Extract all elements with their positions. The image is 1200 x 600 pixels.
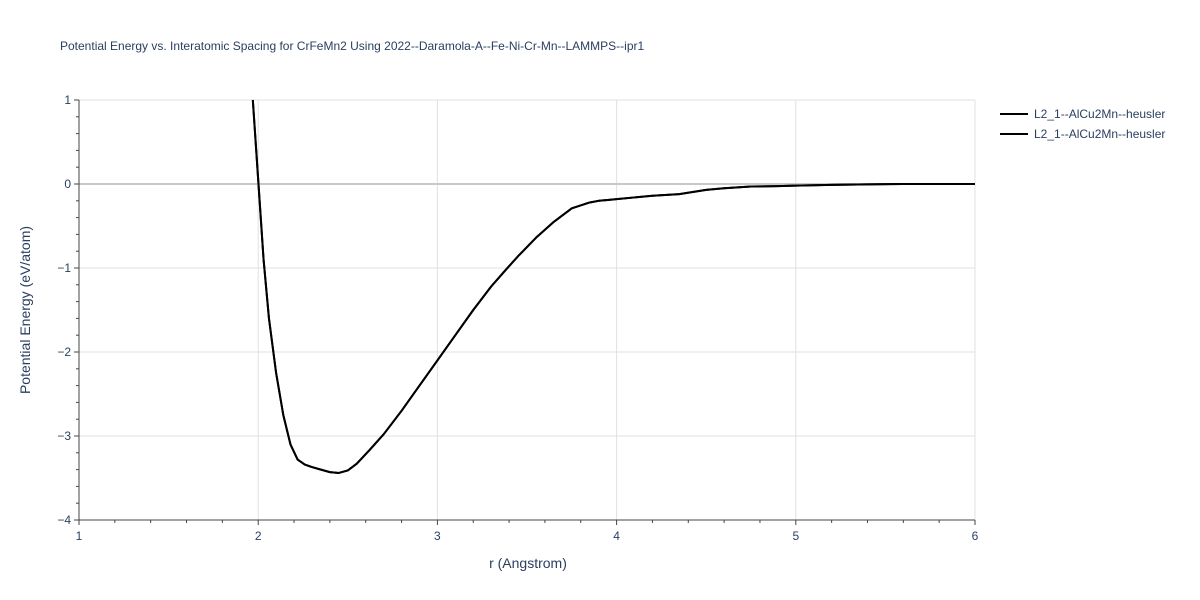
x-tick-label: 5	[792, 529, 799, 543]
chart-title: Potential Energy vs. Interatomic Spacing…	[60, 39, 644, 53]
legend-item[interactable]: L2_1--AlCu2Mn--heusler	[1000, 107, 1165, 121]
x-axis-ticks: 1 2 3 4 5 6	[76, 520, 979, 543]
x-tick-label: 6	[972, 529, 979, 543]
series-lines	[251, 99, 975, 474]
series-line-1	[251, 99, 975, 474]
legend-label: L2_1--AlCu2Mn--heusler	[1034, 127, 1165, 141]
x-tick-label: 2	[255, 529, 262, 543]
series-line-2	[251, 99, 975, 474]
y-tick-label: 0	[64, 177, 71, 191]
x-tick-label: 1	[76, 529, 83, 543]
x-tick-label: 3	[434, 529, 441, 543]
grid	[79, 99, 976, 520]
y-tick-label: −1	[57, 261, 71, 275]
axes	[78, 100, 975, 521]
x-tick-label: 4	[613, 529, 620, 543]
legend[interactable]: L2_1--AlCu2Mn--heusler L2_1--AlCu2Mn--he…	[1000, 107, 1165, 141]
legend-label: L2_1--AlCu2Mn--heusler	[1034, 107, 1165, 121]
y-axis-ticks: 1 0 −1 −2 −3 −4	[57, 93, 79, 527]
y-tick-label: −3	[57, 429, 71, 443]
legend-item[interactable]: L2_1--AlCu2Mn--heusler	[1000, 127, 1165, 141]
y-axis-title: Potential Energy (eV/atom)	[17, 226, 33, 394]
x-axis-title: r (Angstrom)	[489, 555, 567, 571]
y-tick-label: −4	[57, 513, 71, 527]
y-tick-label: −2	[57, 345, 71, 359]
y-tick-label: 1	[64, 93, 71, 107]
